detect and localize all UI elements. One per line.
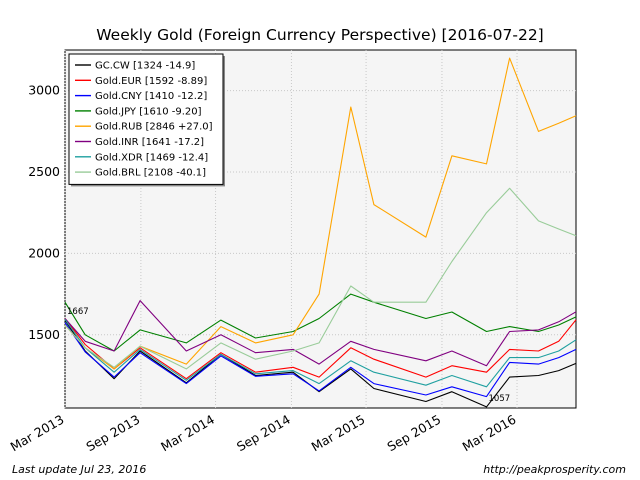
legend: GC.CW [1324 -14.9] Gold.EUR [1592 -8.89] G… [68, 53, 225, 187]
series-line-2 [64, 318, 577, 380]
annotations: 1667 1057 [67, 307, 510, 404]
legend-entry-8: Gold.BRL [2108 -40.1] [95, 168, 206, 179]
x-tick-label: Sep 2015 [385, 412, 444, 455]
x-tick-label: Mar 2015 [309, 412, 368, 455]
x-tick-label: Sep 2014 [234, 412, 293, 455]
y-tick-label: 3000 [28, 83, 60, 98]
footer-right: http://peakprosperity.com [483, 463, 626, 476]
legend-entry-5: Gold.RUB [2846 +27.0] [95, 122, 213, 133]
annotation-label: 1667 [67, 307, 89, 317]
series-line-3 [64, 322, 577, 398]
grid [64, 50, 576, 408]
legend-box [68, 53, 224, 185]
legend-entry-1: GC.CW [1324 -14.9] [95, 61, 195, 72]
legend-entry-4: Gold.JPY [1610 -9.20] [95, 106, 202, 117]
legend-entry-2: Gold.EUR [1592 -8.89] [95, 76, 207, 87]
legend-entry-6: Gold.INR [1641 -17.2] [95, 137, 204, 148]
series-line-1 [64, 319, 577, 408]
x-tick-label: Mar 2014 [158, 412, 217, 455]
y-tick-label: 2500 [28, 164, 60, 179]
y-tick-label: 2000 [28, 245, 60, 260]
chart-title: Weekly Gold (Foreign Currency Perspectiv… [96, 26, 543, 44]
series-lines [64, 57, 577, 408]
series-line-6 [64, 300, 577, 367]
legend-entry-3: Gold.CNY [1410 -12.2] [95, 91, 207, 102]
x-tick-labels: Mar 2013 Sep 2013 Mar 2014 Sep 2014 Mar 2015… [8, 412, 519, 455]
x-tick-label: Mar 2013 [8, 412, 67, 455]
annotation-label: 1057 [489, 394, 511, 404]
y-tick-labels: 1500 2000 2500 3000 [28, 83, 60, 342]
legend-entry-7: Gold.XDR [1469 -12.4] [95, 152, 208, 163]
series-line-8 [64, 187, 577, 370]
x-tick-label: Mar 2016 [460, 412, 519, 455]
x-tick-label: Sep 2013 [83, 412, 142, 455]
series-line-7 [64, 318, 577, 388]
series-line-4 [64, 293, 577, 352]
y-tick-label: 1500 [28, 327, 60, 342]
footer-left: Last update Jul 23, 2016 [12, 463, 146, 476]
